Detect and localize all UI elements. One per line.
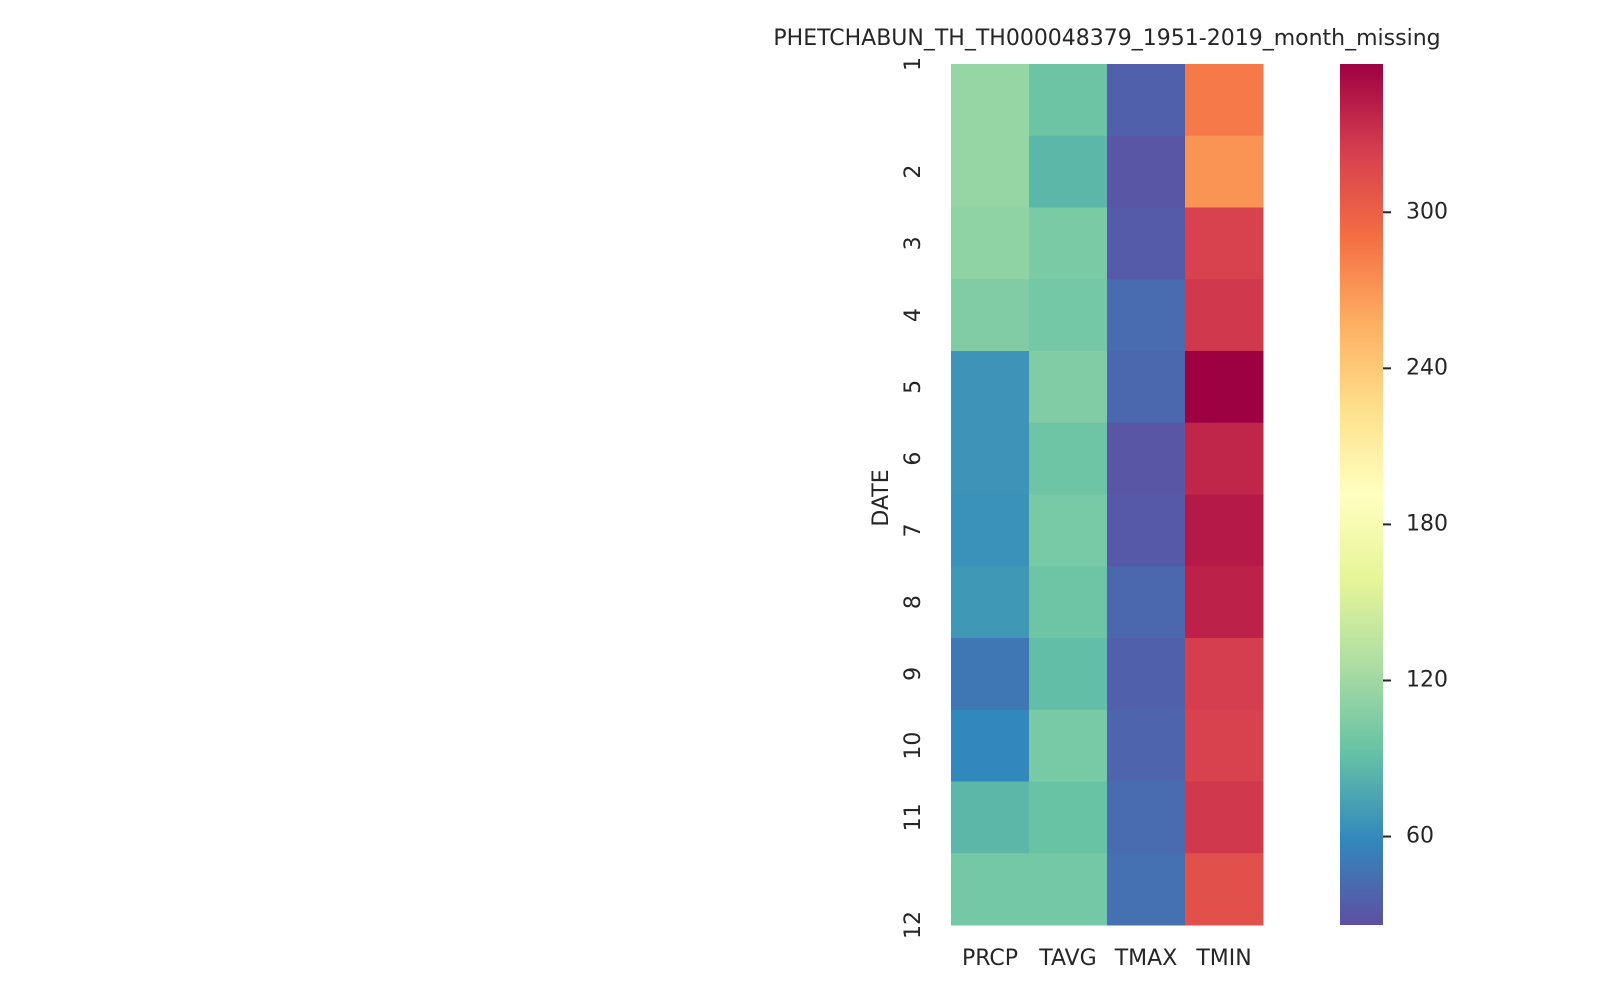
heatmap-cell [1029, 781, 1108, 854]
heatmap-cell [951, 853, 1030, 926]
colorbar-tick-label: 180 [1406, 511, 1448, 536]
heatmap-cell [1107, 566, 1186, 639]
y-tick-label: 8 [901, 595, 926, 609]
heatmap-cell [1107, 781, 1186, 854]
heatmap-cell [951, 64, 1030, 137]
heatmap-cell [1029, 566, 1108, 639]
y-tick-label: 7 [901, 523, 926, 537]
colorbar-tick-label: 300 [1406, 199, 1448, 224]
y-tick-label: 12 [901, 911, 926, 939]
heatmap-cell [1185, 781, 1264, 854]
heatmap-cell [1107, 279, 1186, 352]
heatmap-cell [1185, 494, 1264, 567]
heatmap-cell [1029, 853, 1108, 926]
heatmap-cell [1029, 64, 1108, 137]
heatmap-cell [1185, 135, 1264, 208]
heatmap-cell [951, 279, 1030, 352]
heatmap-cell [1029, 135, 1108, 208]
y-tick-label: 4 [901, 308, 926, 322]
y-axis-label: DATE [869, 469, 894, 526]
heatmap-cell [951, 207, 1030, 280]
heatmap-cell [951, 351, 1030, 424]
heatmap-cell [1185, 64, 1264, 137]
y-tick-label: 3 [901, 236, 926, 250]
heatmap-cell [1185, 638, 1264, 711]
heatmap-cell [1029, 422, 1108, 495]
heatmap-cell [1029, 494, 1108, 567]
heatmap-cell [1107, 638, 1186, 711]
heatmap-cell [951, 494, 1030, 567]
heatmap-cell [1029, 279, 1108, 352]
y-tick-label: 2 [901, 165, 926, 179]
heatmap-cell [951, 709, 1030, 782]
heatmap-cell [1029, 207, 1108, 280]
heatmap-cell [951, 135, 1030, 208]
chart-title: PHETCHABUN_TH_TH000048379_1951-2019_mont… [773, 26, 1440, 51]
heatmap-cell [1029, 709, 1108, 782]
heatmap-cell [1185, 853, 1264, 926]
heatmap-cell [1185, 566, 1264, 639]
heatmap-cell [1029, 351, 1108, 424]
y-tick-label: 6 [901, 452, 926, 466]
colorbar [1340, 64, 1383, 925]
heatmap-cell [1107, 853, 1186, 926]
y-tick-label: 5 [901, 380, 926, 394]
heatmap-cell [1107, 64, 1186, 137]
heatmap-cell [951, 422, 1030, 495]
heatmap-cell [1185, 207, 1264, 280]
x-tick-label: TMIN [1195, 946, 1251, 971]
heatmap-cell [1185, 709, 1264, 782]
heatmap-cell [1107, 709, 1186, 782]
colorbar-tick-label: 60 [1406, 824, 1434, 849]
heatmap-cell [1029, 638, 1108, 711]
colorbar-tick-label: 240 [1406, 355, 1448, 380]
heatmap-cell [1185, 351, 1264, 424]
heatmap-cell [951, 566, 1030, 639]
heatmap-cell [951, 781, 1030, 854]
colorbar-tick-label: 120 [1406, 667, 1448, 692]
y-tick-label: 10 [901, 732, 926, 760]
heatmap-cell [1185, 279, 1264, 352]
heatmap-cell [1107, 422, 1186, 495]
heatmap-cell [951, 638, 1030, 711]
heatmap-cell [1107, 494, 1186, 567]
heatmap-cell [1185, 422, 1264, 495]
y-tick-label: 11 [901, 803, 926, 831]
y-tick-label: 1 [901, 57, 926, 71]
x-tick-label: PRCP [962, 946, 1018, 971]
heatmap-cell [1107, 351, 1186, 424]
heatmap-cell [1107, 207, 1186, 280]
heatmap-cell [1107, 135, 1186, 208]
y-tick-label: 9 [901, 667, 926, 681]
x-tick-label: TMAX [1114, 946, 1178, 971]
x-tick-label: TAVG [1038, 946, 1096, 971]
